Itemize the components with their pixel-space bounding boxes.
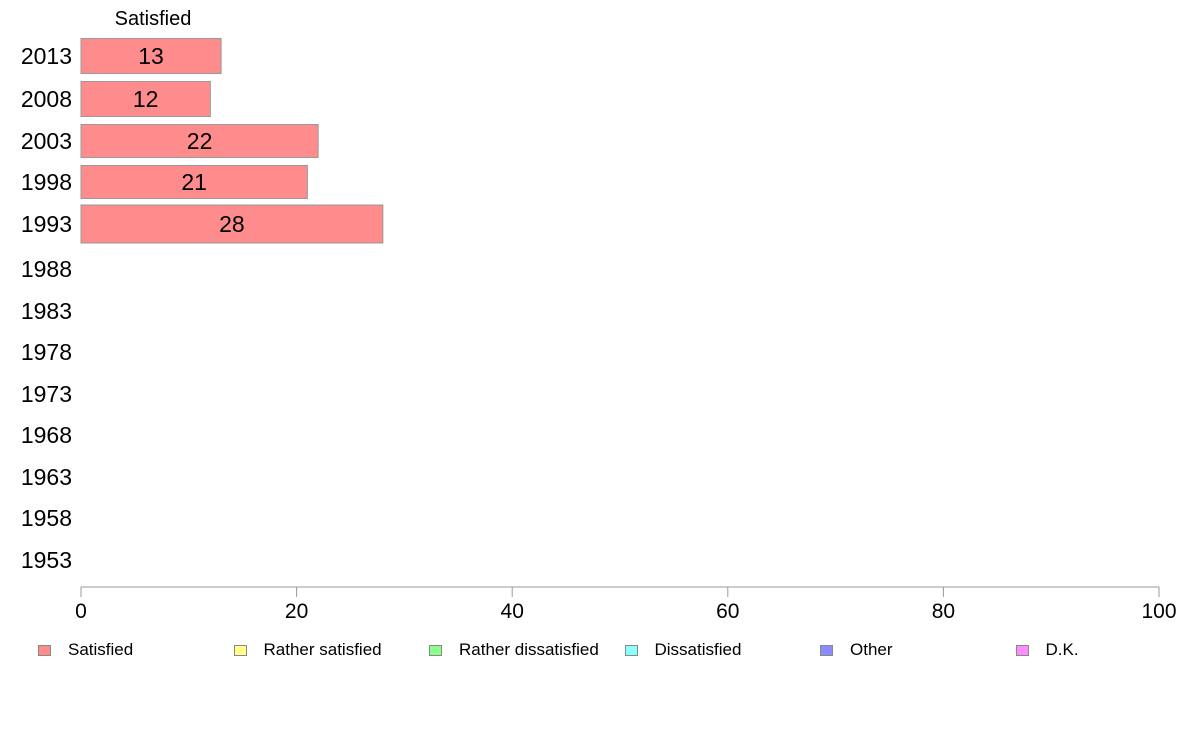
legend-label: Dissatisfied [654,640,742,659]
bar-labels: 13 12 22 21 28 [133,43,245,237]
y-tick-label: 2013 [21,43,72,69]
y-tick-label: 1978 [21,339,72,365]
bars [80,38,384,244]
bar-segment [80,38,222,74]
y-tick-label: 1988 [21,256,72,282]
bar-segment [80,165,308,199]
x-axis: 0 20 40 60 80 100 [75,586,1177,623]
legend-swatch [233,644,247,656]
legend-item: Dissatisfied [624,640,742,660]
y-tick-label: 1953 [21,547,72,573]
bar-value-label: 13 [138,43,164,69]
y-tick-label: 1968 [21,422,72,448]
bar-segment [80,124,319,158]
x-tick-label: 0 [75,600,87,623]
y-tick-label: 1958 [21,505,72,531]
y-tick-label: 2003 [21,128,72,154]
legend-label: Rather satisfied [263,640,382,659]
bar-value-label: 28 [219,211,245,237]
y-tick-label: 1973 [21,381,72,407]
legend-swatch [624,644,638,656]
legend: Satisfied Rather satisfied Rather dissatis… [38,640,1188,662]
legend-item: Rather satisfied [233,640,382,660]
bar-value-label: 21 [181,169,207,195]
legend-item: D.K. [1015,640,1079,660]
x-tick-label: 80 [932,600,955,623]
y-tick-label: 1993 [21,211,72,237]
legend-swatch [38,644,51,656]
x-tick-label: 40 [501,600,524,623]
legend-label: D.K. [1045,640,1079,659]
bar-segment [80,204,384,244]
x-tick-label: 20 [285,600,308,623]
y-tick-label: 1998 [21,169,72,195]
y-tick-label: 1963 [21,464,72,490]
y-tick-label: 1983 [21,298,72,324]
legend-item: Rather dissatisfied [429,640,599,660]
x-tick-label: 60 [716,600,739,623]
legend-item: Other [820,640,893,660]
legend-swatch [1015,644,1029,656]
legend-swatch [820,644,833,656]
column-header: Satisfied [115,8,192,30]
legend-item: Satisfied [38,640,133,660]
legend-label: Other [850,640,893,659]
bar-value-label: 12 [133,86,159,112]
x-tick-label: 100 [1141,600,1176,623]
legend-swatch [429,644,442,656]
y-axis-labels: 2013 2008 2003 1998 1993 1988 1983 1978 1973 1968… [21,43,72,573]
legend-label: Satisfied [68,640,134,659]
bar-value-label: 22 [187,128,213,154]
bar-segment [80,81,211,117]
legend-label: Rather dissatisfied [459,640,599,659]
y-tick-label: 2008 [21,86,72,112]
